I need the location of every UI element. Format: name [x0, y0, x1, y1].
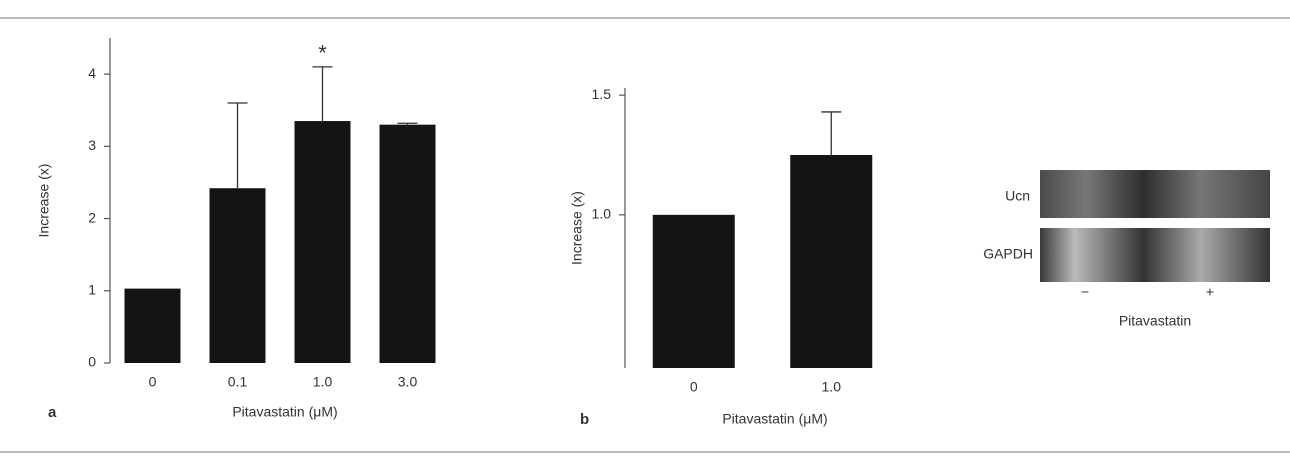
- y-axis-label: Increase (x): [36, 164, 52, 238]
- error-bar: [821, 112, 841, 155]
- blot-label: Ucn: [1005, 188, 1030, 204]
- y-tick-label: 1.5: [592, 86, 612, 102]
- x-tick-label: 0: [690, 379, 698, 395]
- y-tick-label: 1.0: [592, 206, 612, 222]
- y-tick-label: 0: [88, 354, 96, 370]
- x-tick-label: 0.1: [228, 374, 248, 390]
- bar: [295, 121, 351, 363]
- y-tick-label: 3: [88, 137, 96, 153]
- panel-label: a: [48, 404, 57, 421]
- x-tick-label: 3.0: [398, 374, 418, 390]
- x-tick-label: 1.0: [822, 379, 842, 395]
- lane-label: +: [1206, 284, 1214, 300]
- x-tick-label: 1.0: [313, 374, 333, 390]
- x-axis-label: Pitavastatin (μM): [232, 404, 337, 420]
- x-axis-label: Pitavastatin (μM): [722, 411, 827, 427]
- bar: [125, 289, 181, 363]
- bar: [380, 125, 436, 363]
- figure: Ucn GAPDH − + Pitavastatin 0 1 2 3 4 0 0.1 1.0 *…: [0, 0, 1290, 454]
- error-bar: [398, 123, 418, 124]
- x-tick-label: 0: [149, 374, 157, 390]
- blot-label: GAPDH: [983, 246, 1033, 262]
- blot-band: [1040, 228, 1270, 282]
- blot-band: [1040, 170, 1270, 218]
- y-axis-label: Increase (x): [569, 191, 585, 265]
- lane-label: −: [1081, 284, 1089, 300]
- y-tick-label: 2: [88, 209, 96, 225]
- bar: [790, 155, 872, 368]
- bar: [653, 215, 735, 368]
- blot-xlabel: Pitavastatin: [1119, 313, 1191, 329]
- bar: [210, 188, 266, 363]
- y-tick-label: 1: [88, 281, 96, 297]
- panel-label: b: [580, 411, 589, 428]
- annotation: *: [318, 41, 327, 66]
- error-bar: [313, 67, 333, 121]
- y-tick-label: 4: [88, 65, 96, 81]
- error-bar: [228, 103, 248, 188]
